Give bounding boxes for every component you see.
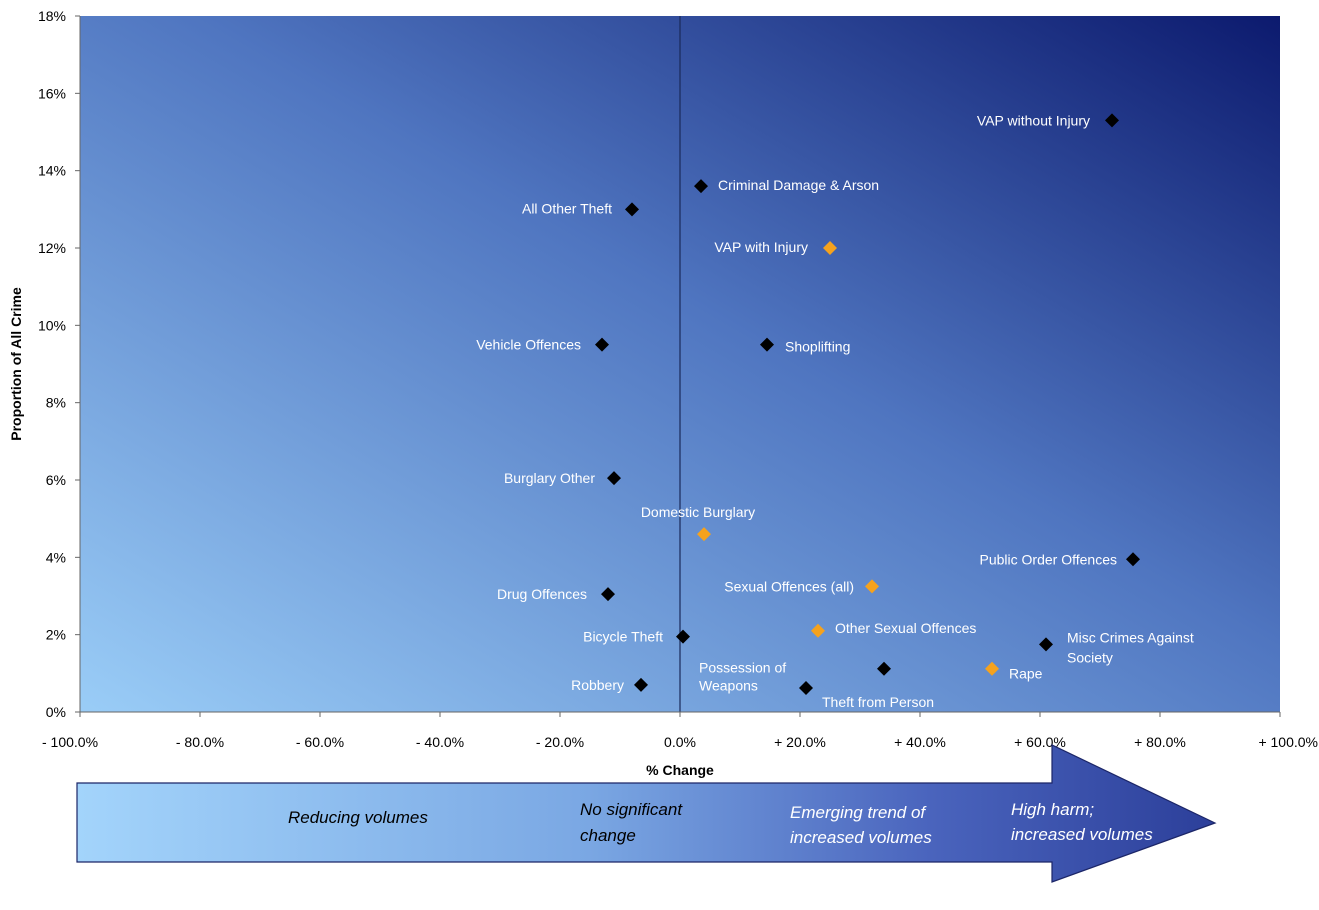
x-tick-label: - 40.0% <box>416 734 464 750</box>
label-theft-from-person: Theft from Person <box>822 694 934 710</box>
label-criminal-damage-arson: Criminal Damage & Arson <box>718 177 879 193</box>
x-tick-label: + 80.0% <box>1134 734 1186 750</box>
y-tick-label: 6% <box>46 472 66 488</box>
point-public-order-offences <box>1126 552 1140 567</box>
x-tick-label: + 20.0% <box>774 734 826 750</box>
y-tick-label: 8% <box>46 395 66 411</box>
y-tick-label: 10% <box>38 317 66 333</box>
x-axis-title: % Change <box>646 762 714 778</box>
y-tick-labels: 0% 2% 4% 6% 8% 10% 12% 14% 16% 18% <box>38 8 80 720</box>
x-tick-label: - 100.0% <box>42 734 98 750</box>
y-axis-title: Proportion of All Crime <box>8 287 24 441</box>
label-misc-crimes-against-society: Misc Crimes Against Society <box>1067 629 1194 665</box>
label-rape: Rape <box>1009 666 1043 682</box>
point-criminal-damage-arson <box>694 179 708 194</box>
x-tick-label: 0.0% <box>664 734 696 750</box>
point-misc-crimes-against-society <box>1039 637 1053 652</box>
label-public-order-offences: Public Order Offences <box>980 551 1117 567</box>
label-drug-offences: Drug Offences <box>497 586 587 602</box>
point-other-sexual-offences <box>811 623 825 638</box>
point-theft-from-person <box>799 681 813 696</box>
label-all-other-theft: All Other Theft <box>522 200 612 216</box>
label-possession-of-weapons: Possession of Weapons <box>699 660 786 694</box>
y-tick-label: 18% <box>38 8 66 24</box>
label-vehicle-offences: Vehicle Offences <box>476 337 581 353</box>
y-tick-label: 0% <box>46 704 66 720</box>
point-domestic-burglary <box>697 527 711 542</box>
y-tick-label: 2% <box>46 627 66 643</box>
point-shoplifting <box>760 337 774 352</box>
point-robbery <box>634 677 648 692</box>
label-vap-with-injury: VAP with Injury <box>714 239 808 255</box>
x-tick-label: + 100.0% <box>1258 734 1318 750</box>
band-high-harm: High harm; increased volumes <box>1011 800 1153 844</box>
label-sexual-offences-all: Sexual Offences (all) <box>724 578 854 594</box>
y-tick-label: 14% <box>38 163 66 179</box>
x-tick-label: - 80.0% <box>176 734 224 750</box>
point-vap-without-injury <box>1105 113 1119 128</box>
x-tick-label: - 20.0% <box>536 734 584 750</box>
label-burglary-other: Burglary Other <box>504 470 595 486</box>
band-no-significant-change: No significant change <box>580 800 687 845</box>
point-sexual-offences-all <box>865 579 879 594</box>
y-tick-label: 12% <box>38 240 66 256</box>
trend-arrow <box>76 744 1217 883</box>
band-emerging-trend: Emerging trend of increased volumes <box>790 803 932 847</box>
x-tick-label: + 40.0% <box>894 734 946 750</box>
y-tick-label: 16% <box>38 85 66 101</box>
band-reducing-volumes: Reducing volumes <box>288 808 428 827</box>
x-tick-labels: - 100.0% - 80.0% - 60.0% - 40.0% - 20.0% 0.0%… <box>42 712 1318 750</box>
point-rape <box>985 661 999 676</box>
point-all-other-theft <box>625 202 639 217</box>
label-vap-without-injury: VAP without Injury <box>977 112 1090 128</box>
label-other-sexual-offences: Other Sexual Offences <box>835 620 976 636</box>
label-robbery: Robbery <box>571 677 624 693</box>
label-domestic-burglary: Domestic Burglary <box>641 504 755 520</box>
label-bicycle-theft: Bicycle Theft <box>583 629 663 645</box>
point-vehicle-offences <box>595 337 609 352</box>
point-vap-with-injury <box>823 241 837 255</box>
point-burglary-other <box>607 471 621 486</box>
point-drug-offences <box>601 587 615 602</box>
x-tick-label: - 60.0% <box>296 734 344 750</box>
label-shoplifting: Shoplifting <box>785 339 850 355</box>
y-tick-label: 4% <box>46 549 66 565</box>
point-bicycle-theft <box>676 629 690 644</box>
data-points: VAP without Injury Criminal Damage & Arso… <box>476 112 1194 710</box>
point-possession-of-weapons <box>877 661 891 676</box>
